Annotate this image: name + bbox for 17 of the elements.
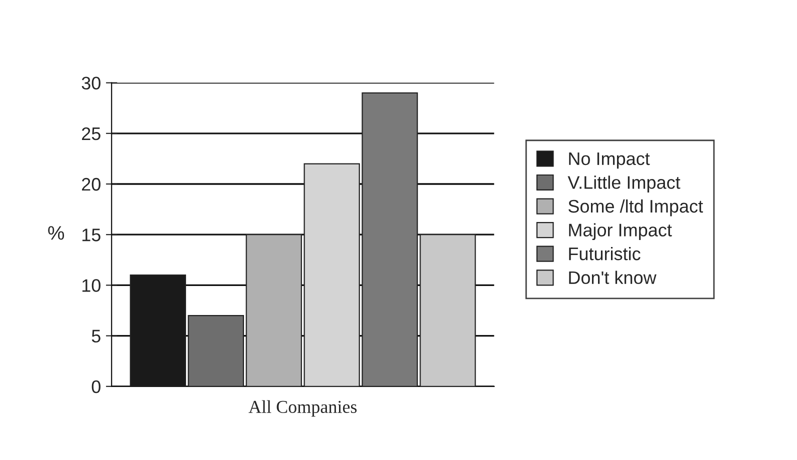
y-tick-label: 0: [92, 380, 100, 394]
legend-label: Major Impact: [569, 223, 672, 240]
bar: [246, 234, 302, 386]
y-tick-label: 25: [82, 127, 100, 140]
y-tick-label: 10: [82, 279, 100, 292]
bar: [188, 315, 244, 386]
legend-label: No Impact: [569, 152, 650, 169]
y-tick-label: 5: [92, 330, 100, 343]
legend-label: Some /ltd Impact: [568, 199, 703, 216]
y-tick-label: 15: [82, 228, 100, 242]
y-tick-label: 20: [82, 178, 100, 191]
y-axis-title: %: [48, 226, 64, 240]
legend-label: Don't know: [569, 270, 656, 284]
legend-label: V.Little Impact: [568, 176, 680, 192]
legend-label: Futuristic: [569, 247, 640, 260]
y-tick-label: 30: [82, 76, 100, 90]
x-tick-label: All Companies: [248, 400, 357, 417]
